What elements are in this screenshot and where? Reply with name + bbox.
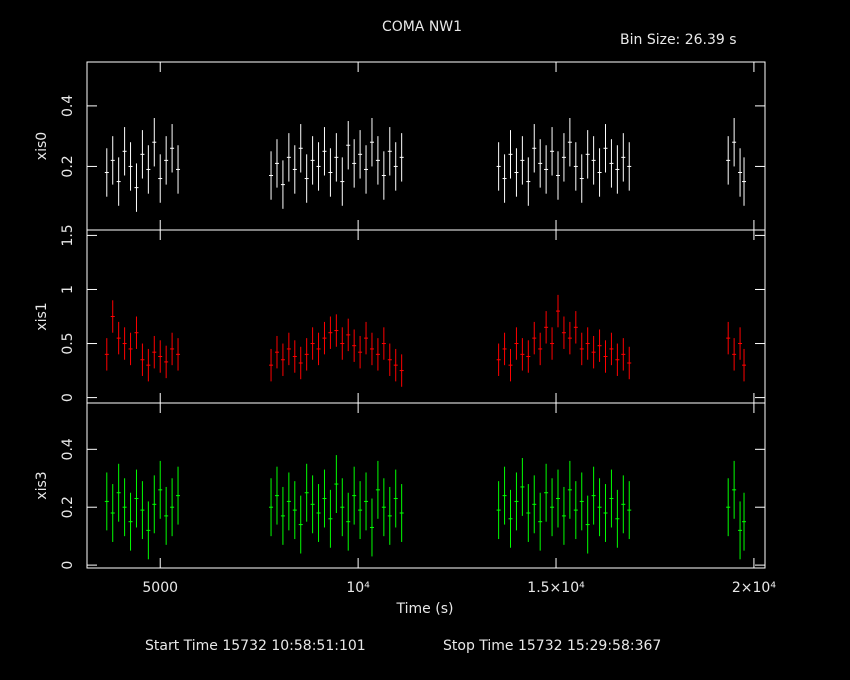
y-axis-label: xis0 [34, 132, 50, 160]
bin-size: Bin Size: 26.39 s [620, 32, 737, 48]
x-axis-label: Time (s) [396, 601, 454, 617]
y-tick-label: 0.2 [60, 155, 76, 177]
y-tick-label: 1.5 [60, 224, 76, 246]
y-axis-label: xis3 [34, 471, 50, 499]
plot-frame [86, 402, 766, 569]
start-time: Start Time 15732 10:58:51:101 [145, 638, 366, 654]
y-tick-label: 0 [60, 393, 76, 402]
y-tick-label: 0 [60, 561, 76, 570]
y-tick-label: 0.5 [60, 332, 76, 354]
y-tick-label: 1 [60, 285, 76, 294]
y-tick-label: 0.4 [60, 438, 76, 460]
x-tick-label: 10⁴ [346, 580, 370, 596]
y-tick-label: 0.4 [60, 95, 76, 117]
y-axis-label: xis1 [34, 302, 50, 330]
y-tick-label: 0.2 [60, 496, 76, 518]
x-tick-label: 1.5×10⁴ [527, 580, 585, 596]
stop-time: Stop Time 15732 15:29:58:367 [443, 638, 661, 654]
x-tick-label: 5000 [142, 580, 178, 596]
x-tick-label: 2×10⁴ [732, 580, 776, 596]
chart-title: COMA NW1 [382, 19, 462, 35]
